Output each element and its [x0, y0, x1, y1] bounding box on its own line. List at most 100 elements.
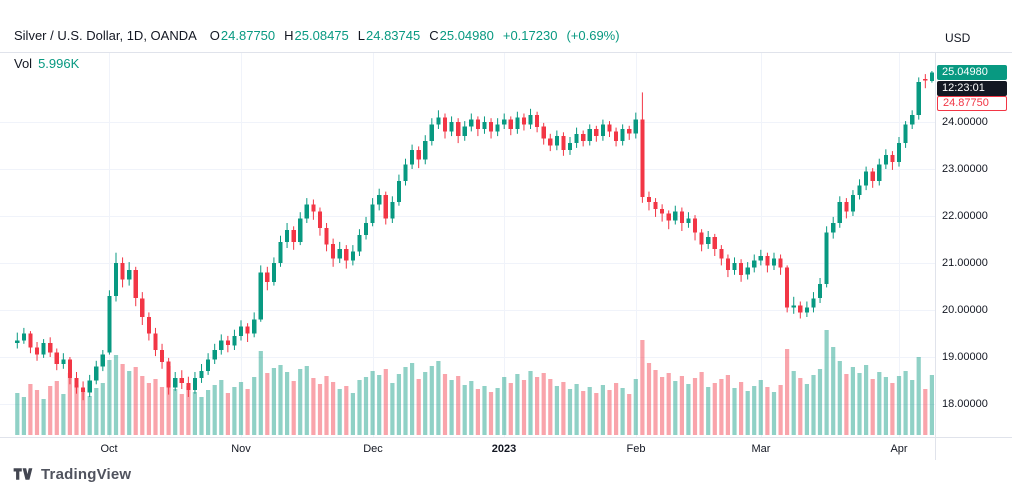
- volume-bar: [877, 372, 882, 435]
- volume-bar: [232, 387, 237, 435]
- candle-body: [219, 340, 224, 350]
- candle-body: [153, 333, 158, 350]
- candle-body: [883, 154, 888, 165]
- volume-bar: [594, 393, 599, 435]
- tradingview-logo-text: TradingView: [41, 465, 132, 483]
- volume-bar: [34, 390, 40, 435]
- volume-layer: [15, 330, 934, 435]
- volume-bar: [304, 366, 309, 435]
- price-axis[interactable]: 25.04980 12:23:01 24.87750 24.00000 23.00…: [935, 52, 1012, 437]
- candle-body: [252, 319, 257, 334]
- volume-bar: [81, 391, 86, 435]
- volume-bar: [574, 384, 579, 435]
- volume-bar: [528, 371, 533, 435]
- volume-bar: [113, 355, 119, 435]
- volume-bar: [212, 385, 217, 435]
- candle-body: [81, 387, 86, 393]
- volume-bar: [916, 357, 921, 435]
- candle-body: [146, 317, 151, 334]
- volume-bar: [896, 376, 902, 435]
- time-axis[interactable]: Oct Nov Dec 2023 Feb Mar Apr: [0, 437, 1012, 463]
- volume-bar: [817, 369, 823, 435]
- candle-body: [159, 350, 165, 362]
- candle-body: [640, 119, 645, 198]
- volume-bar: [357, 380, 362, 435]
- candle-body: [331, 244, 336, 259]
- volume-bar: [317, 384, 323, 435]
- tradingview-logo[interactable]: TradingView: [12, 464, 131, 484]
- volume-bar: [844, 374, 849, 435]
- time-tick-label: Apr: [890, 443, 908, 455]
- ohlc-low-label: L: [357, 28, 365, 43]
- time-tick-label: Mar: [751, 443, 771, 455]
- candle-body: [166, 361, 171, 388]
- volume-bar: [883, 377, 888, 435]
- tradingview-logo-icon: [13, 468, 33, 480]
- candle-body: [916, 82, 921, 115]
- candle-body: [627, 129, 632, 134]
- volume-bar: [771, 392, 777, 435]
- countdown-badge: 12:23:01: [937, 80, 1007, 96]
- candle-body: [929, 72, 934, 81]
- candle-body: [113, 263, 119, 296]
- price-tick-label: 19.00000: [942, 351, 988, 363]
- currency-label: USD: [945, 31, 971, 45]
- ohlc-open-value: 24.87750: [220, 28, 276, 43]
- volume-bar: [462, 385, 467, 435]
- time-tick-label-year: 2023: [491, 443, 517, 455]
- candle-body: [363, 223, 369, 235]
- grid-layer: [0, 52, 935, 437]
- volume-bar: [396, 374, 401, 435]
- volume-bar: [706, 387, 711, 435]
- candle-body: [896, 143, 902, 162]
- candle-body: [456, 122, 461, 137]
- volume-bar: [410, 363, 415, 435]
- volume-bar: [370, 371, 375, 435]
- volume-bar: [515, 374, 520, 435]
- candle-body: [587, 129, 592, 141]
- volume-bar: [61, 394, 66, 435]
- ohlc-open: O 24.87750: [210, 28, 275, 43]
- candle-body: [502, 119, 507, 125]
- volume-bar: [864, 365, 869, 435]
- candle-body: [660, 209, 665, 214]
- volume-bar: [21, 397, 26, 435]
- candle-body: [337, 248, 342, 259]
- volume-bar: [482, 386, 487, 435]
- candle-body: [206, 359, 211, 372]
- candle-body: [127, 270, 132, 280]
- volume-bar: [159, 387, 165, 435]
- symbol-title[interactable]: Silver / U.S. Dollar, 1D, OANDA: [14, 28, 197, 43]
- volume-bar: [719, 379, 724, 435]
- candle-body: [199, 371, 204, 379]
- volume-bar: [331, 382, 336, 435]
- volume-bar: [732, 388, 737, 435]
- volume-bar: [653, 370, 658, 435]
- volume-bar: [140, 376, 145, 435]
- time-tick-label: Oct: [100, 443, 118, 455]
- volume-bar: [324, 376, 329, 435]
- candle-body: [653, 201, 658, 209]
- volume-bar: [620, 388, 625, 435]
- volume-bar: [910, 380, 915, 435]
- candle-body: [278, 241, 283, 263]
- candle-body: [100, 354, 105, 367]
- volume-bar: [416, 379, 421, 435]
- volume-bar: [587, 387, 592, 435]
- candle-body: [870, 171, 875, 181]
- volume-bar: [725, 375, 730, 435]
- volume-bar: [179, 394, 184, 435]
- candle-body: [232, 335, 237, 346]
- candle-body: [535, 115, 540, 127]
- candle-body: [903, 124, 908, 144]
- volume-bar: [311, 378, 316, 435]
- volume-bar: [258, 351, 263, 435]
- volume-bar: [488, 392, 494, 435]
- volume-bar: [442, 374, 448, 435]
- volume-bar: [857, 373, 862, 435]
- candle-body: [192, 378, 197, 390]
- candle-body: [94, 366, 99, 381]
- candle-body: [87, 380, 92, 393]
- volume-bar: [186, 386, 191, 435]
